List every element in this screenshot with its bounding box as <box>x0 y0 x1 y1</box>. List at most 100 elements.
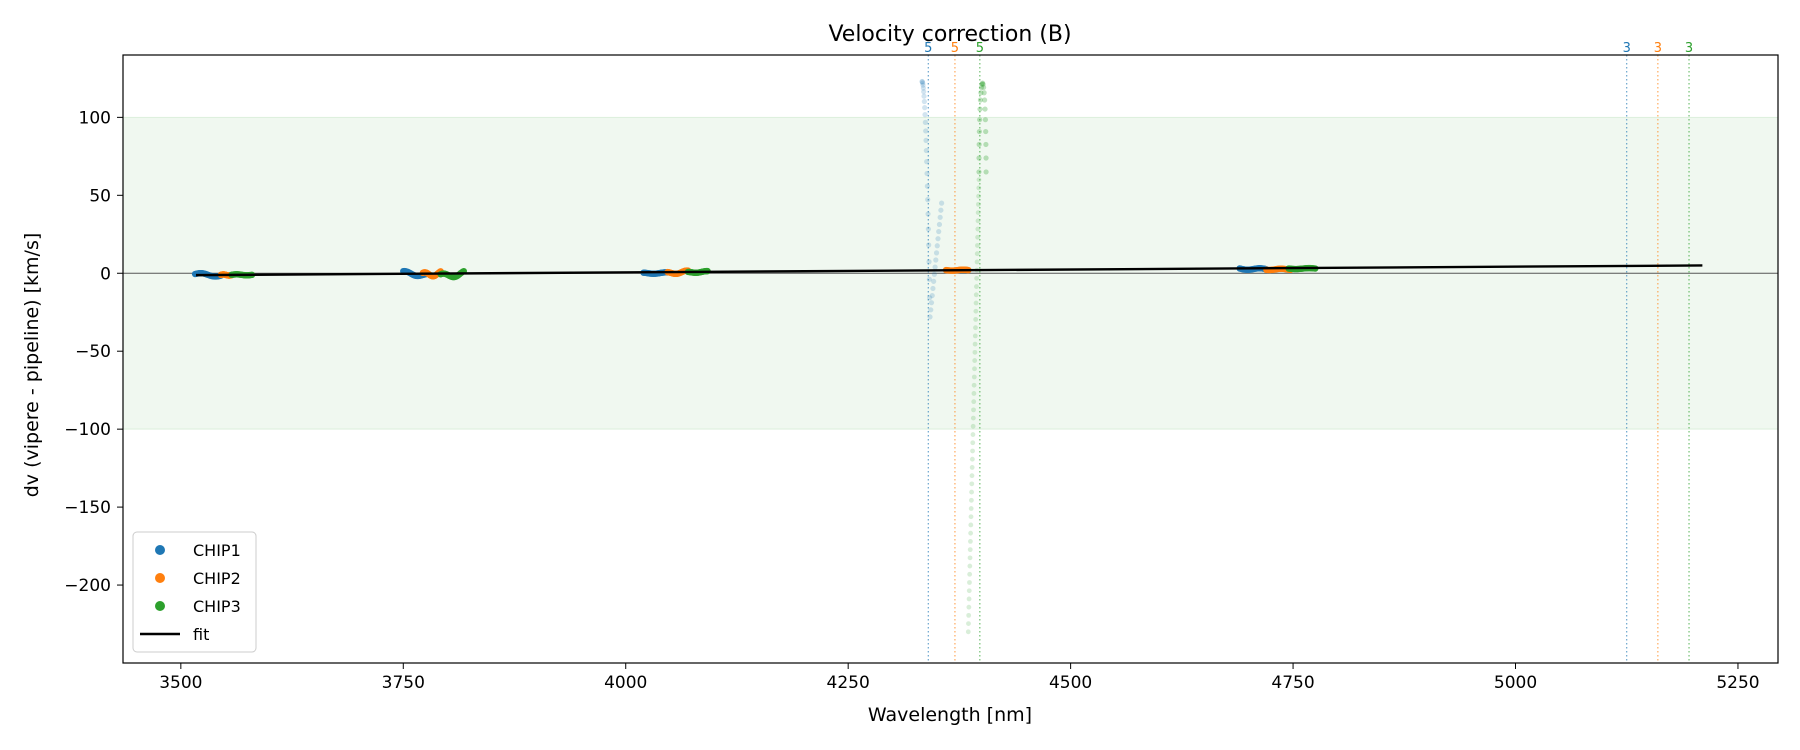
chip3-outlier-point <box>973 292 979 298</box>
chip1-outlier-point <box>919 78 925 85</box>
y-tick-label: 50 <box>89 186 111 206</box>
chip1-outlier-point <box>928 300 935 306</box>
chip3-outlier-point <box>969 465 975 470</box>
chip1-outlier-point <box>923 137 929 143</box>
chip3-outlier-point <box>969 489 974 495</box>
chip3-outlier-point <box>977 97 984 103</box>
chip1-outlier-point <box>925 226 931 232</box>
chip3-outlier-point <box>975 234 981 240</box>
chip3-outlier-point <box>973 300 979 306</box>
chip3-outlier-point <box>966 604 972 610</box>
chip3-outlier-point <box>970 423 976 429</box>
chip3-outlier-point <box>971 399 977 405</box>
legend-chip1-swatch <box>155 545 165 555</box>
y-tick-label: 100 <box>79 108 111 128</box>
chip3-outlier-point <box>979 80 986 86</box>
y-tick-label: 0 <box>100 264 111 284</box>
chip3-outlier-point <box>976 155 982 161</box>
x-tick-label: 4250 <box>827 673 870 693</box>
chip3-outlier-point <box>968 506 974 511</box>
chip1-outlier-point <box>922 112 928 118</box>
order-marker-label: 3 <box>1685 41 1693 56</box>
legend-label: CHIP3 <box>193 597 241 616</box>
chip1-outlier-point <box>939 200 945 206</box>
chip3-outlier-point <box>976 169 982 175</box>
chip3-outlier-point <box>966 588 972 594</box>
chip3-outlier-point <box>974 284 979 289</box>
chip1-outlier-point <box>928 307 934 313</box>
chip3-outlier-point <box>983 128 989 135</box>
chip3-outlier-point <box>976 141 982 148</box>
chip1-outlier-point <box>920 85 926 91</box>
chip3-outlier-point <box>977 106 983 112</box>
order-marker-label: 3 <box>1623 41 1631 56</box>
chip3-outlier-point <box>976 193 981 199</box>
chip1-outlier-point <box>938 207 944 213</box>
x-tick-label: 4750 <box>1271 673 1314 693</box>
chip3-outlier-point <box>978 90 984 96</box>
legend-chip2-swatch <box>155 573 165 583</box>
chip3-outlier-point <box>974 275 980 281</box>
chip1-outlier-point <box>926 276 932 282</box>
chip1-outlier-point <box>920 80 926 86</box>
chip1-outlier-point <box>921 93 927 99</box>
order-marker-label: 5 <box>924 41 932 56</box>
chip1-outlier-point <box>924 159 930 165</box>
y-tick-label: −100 <box>64 420 111 440</box>
chip1-outlier-point <box>925 197 931 203</box>
chip3-outlier-point <box>967 580 972 585</box>
chip3-outlier-point <box>969 497 974 503</box>
y-axis-title: dv (vipere - pipeline) [km/s] <box>21 233 43 498</box>
chip3-outlier-point <box>975 210 981 215</box>
chip1-outlier-point <box>921 98 927 105</box>
chip1-outlier-point <box>935 236 941 242</box>
legend: CHIP1 CHIP2 CHIP3 fit <box>132 531 257 653</box>
chip3-outlier-point <box>971 407 976 413</box>
chip3-outlier-point <box>981 84 987 91</box>
chip3-outlier-point <box>976 185 982 191</box>
chip3-outlier-point <box>972 366 977 372</box>
legend-label: fit <box>193 625 209 644</box>
chip3-outlier-point <box>974 259 980 265</box>
chip1-outlier-point <box>933 257 939 263</box>
x-tick-label: 4000 <box>604 673 647 693</box>
y-tick-label: −150 <box>64 498 111 518</box>
chip3-outlier-point <box>968 539 973 544</box>
chip1-outlier-point <box>927 295 933 301</box>
chip3-outlier-point <box>975 218 981 224</box>
chip3-outlier-point <box>967 563 973 569</box>
chip3-outlier-point <box>983 141 989 148</box>
chip3-outlier-point <box>966 612 972 618</box>
chip3-outlier-point <box>977 117 983 123</box>
chip3-outlier-point <box>969 456 975 462</box>
chip1-outlier-point <box>920 82 926 88</box>
legend-chip3-swatch <box>155 601 165 611</box>
chip3-outlier-point <box>983 169 989 175</box>
chip3-outlier-point <box>966 621 971 627</box>
fit-line <box>195 264 1703 277</box>
chip1-outlier-point <box>923 128 929 134</box>
chip1-outlier-point <box>927 314 933 320</box>
chip1-outlier-point <box>919 79 925 85</box>
chip3-outlier-point <box>981 90 987 96</box>
chip3-outlier-point <box>972 349 978 355</box>
chip1-outlier-point <box>937 214 943 220</box>
chip3-outlier-point <box>982 106 988 112</box>
chip3-outlier-point <box>975 201 981 207</box>
chip3-outlier-point <box>971 382 977 388</box>
chip3-outlier-point <box>969 481 975 487</box>
chip3-outlier-point <box>975 243 980 248</box>
x-tick-label: 5250 <box>1716 673 1759 693</box>
chip1-outlier-point <box>926 242 932 248</box>
chip3-outlier-point <box>968 522 974 528</box>
chip3-outlier-point <box>965 629 971 635</box>
chip3-outlier-point <box>973 308 979 314</box>
chip1-outlier-point <box>934 243 940 249</box>
chip1-outlier-point <box>936 228 942 235</box>
chip3-outlier-point <box>967 555 973 561</box>
y-tick-label: −50 <box>75 342 111 362</box>
chip3-outlier-point <box>982 97 988 103</box>
x-tick-label: 5000 <box>1494 673 1537 693</box>
chip3-outlier-point <box>980 81 986 87</box>
